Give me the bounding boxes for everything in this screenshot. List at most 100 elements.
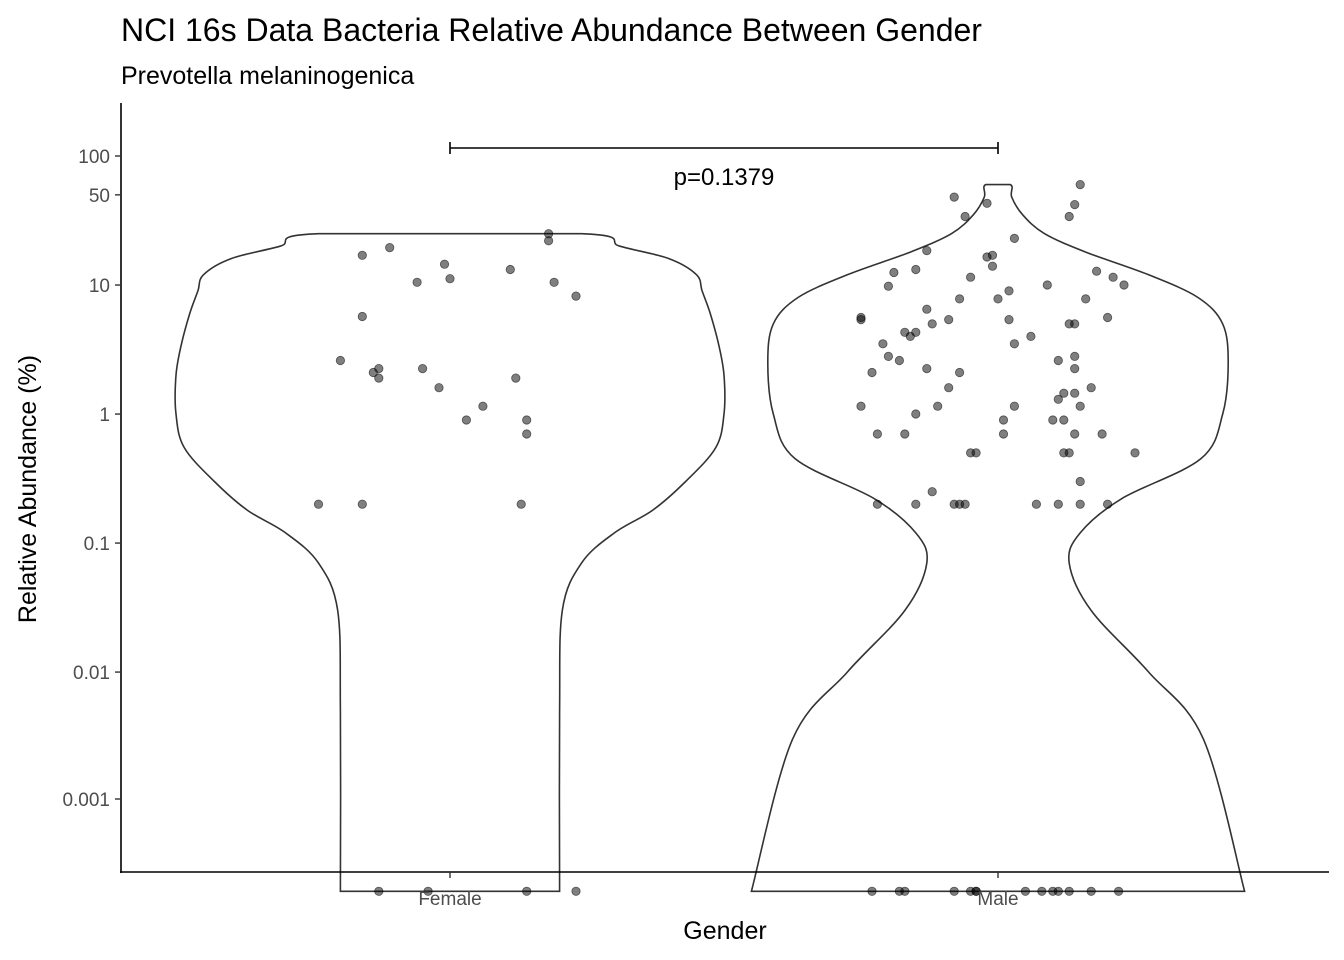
data-point-male [922, 363, 932, 374]
data-point-male [1092, 266, 1102, 276]
data-point-male [1130, 448, 1140, 458]
data-point-male [867, 886, 877, 896]
data-point-male [1037, 886, 1047, 896]
data-point-male [911, 327, 921, 337]
data-point-male [960, 211, 970, 222]
data-point-female [374, 373, 384, 383]
data-point-male [883, 281, 894, 291]
data-point-male [889, 267, 899, 278]
y-axis-ticks: 100 50 10 1 0.1 0.01 0.001 [62, 147, 121, 811]
y-tick-label: 0.1 [84, 534, 110, 555]
data-point-male [927, 319, 937, 329]
data-point-male [1064, 886, 1074, 896]
data-point-female [549, 277, 559, 287]
data-point-male [1053, 355, 1063, 366]
data-point-female [423, 886, 433, 896]
data-point-male [1059, 415, 1069, 425]
data-point-male [1103, 312, 1113, 323]
data-point-male [1053, 499, 1063, 509]
y-tick-label: 10 [89, 276, 110, 297]
y-tick-label: 50 [89, 186, 110, 207]
data-point-female [571, 886, 581, 896]
data-point-female [522, 415, 532, 425]
data-point-male [1004, 286, 1014, 296]
data-point-male [954, 367, 965, 378]
data-point-male [1108, 272, 1118, 282]
data-point-male [900, 886, 910, 896]
data-point-female [313, 499, 324, 509]
y-tick-label: 0.001 [62, 790, 110, 811]
data-point-male [900, 429, 910, 439]
data-point-female [505, 264, 515, 275]
data-point-male [949, 886, 959, 896]
data-point-female [357, 499, 367, 509]
data-point-male [965, 272, 976, 282]
data-point-male [971, 886, 981, 896]
data-point-female [417, 363, 428, 374]
data-point-male [1009, 233, 1020, 243]
data-point-male [1114, 886, 1124, 896]
data-point-female [374, 886, 384, 896]
data-point-male [1070, 351, 1080, 361]
data-point-male [1070, 429, 1080, 439]
data-point-male [1075, 180, 1085, 190]
data-point-male [1086, 383, 1096, 393]
data-point-male [1009, 401, 1020, 411]
chart-title: NCI 16s Data Bacteria Relative Abundance… [121, 12, 982, 48]
data-point-male [1070, 388, 1080, 398]
point-layer [313, 180, 1140, 896]
data-point-male [1048, 415, 1058, 425]
data-point-male [872, 499, 883, 509]
data-point-female [461, 415, 471, 425]
data-point-male [1070, 363, 1080, 374]
data-point-male [900, 327, 910, 337]
data-point-male [1009, 339, 1020, 349]
data-point-male [1042, 280, 1052, 290]
data-point-male [987, 261, 998, 271]
violin-male [750, 183, 1246, 893]
data-point-male [998, 415, 1009, 425]
data-point-male [1053, 394, 1063, 404]
data-point-male [1031, 499, 1042, 509]
chart-subtitle: Prevotella melaninogenica [121, 62, 414, 90]
data-point-male [911, 409, 921, 419]
data-point-male [1004, 314, 1014, 325]
y-tick-label: 0.01 [73, 663, 110, 684]
p-value-label: p=0.1379 [674, 164, 775, 191]
y-tick-label: 1 [99, 405, 110, 426]
data-point-male [982, 198, 992, 208]
data-point-male [1020, 886, 1031, 896]
data-point-male [933, 401, 943, 411]
data-point-male [856, 314, 866, 325]
data-point-male [1081, 294, 1091, 304]
data-point-male [1053, 886, 1063, 896]
data-point-male [894, 355, 905, 366]
data-point-male [971, 448, 981, 458]
data-point-female [357, 250, 367, 260]
data-point-female [335, 355, 345, 366]
data-point-male [1097, 429, 1107, 439]
data-point-male [1086, 886, 1096, 896]
data-point-male [922, 246, 932, 256]
data-point-female [439, 259, 450, 269]
data-point-male [1070, 319, 1080, 329]
data-point-female [571, 291, 581, 301]
data-point-male [993, 294, 1003, 304]
x-tick-label: Female [418, 889, 481, 910]
data-point-male [911, 264, 921, 275]
data-point-female [374, 363, 384, 374]
data-point-male [922, 304, 932, 314]
data-point-male [944, 314, 954, 325]
data-point-female [511, 373, 521, 383]
data-point-male [960, 499, 970, 509]
y-axis-title: Relative Abundance (%) [14, 355, 42, 623]
data-point-male [911, 499, 921, 509]
data-point-female [445, 274, 455, 284]
data-point-male [1103, 499, 1113, 509]
data-point-male [944, 383, 954, 393]
data-point-female [543, 229, 554, 239]
data-point-male [856, 401, 866, 411]
data-point-female [412, 277, 422, 287]
significance-annotation: p=0.1379 [449, 142, 999, 191]
